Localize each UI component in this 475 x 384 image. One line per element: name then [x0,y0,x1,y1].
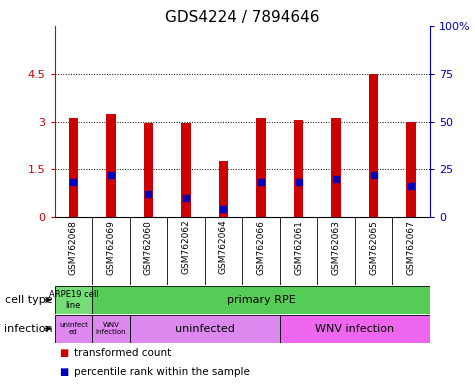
Point [107,172,115,178]
Bar [144,123,153,217]
Point [407,183,415,189]
Text: GSM762062: GSM762062 [181,220,190,275]
Point [370,172,377,178]
Text: GSM762064: GSM762064 [219,220,228,275]
Bar [280,315,430,343]
Text: GSM762063: GSM762063 [332,220,341,275]
Text: cell type: cell type [5,295,52,305]
Point [69,179,77,185]
Point [219,206,227,212]
Text: uninfected: uninfected [175,324,235,334]
Point [182,194,190,200]
Title: GDS4224 / 7894646: GDS4224 / 7894646 [165,10,320,25]
Text: primary RPE: primary RPE [227,295,295,305]
Bar [55,286,92,314]
Bar [181,123,190,217]
Bar [369,74,378,217]
Bar [106,114,115,217]
Text: GSM762069: GSM762069 [106,220,115,275]
Text: GSM762067: GSM762067 [407,220,416,275]
Point [144,191,152,197]
Bar [219,161,228,217]
Text: ■: ■ [59,348,68,358]
Bar [69,118,78,217]
Text: uninfect
ed: uninfect ed [59,323,88,335]
Text: GSM762061: GSM762061 [294,220,303,275]
Point [332,175,340,182]
Bar [407,121,416,217]
Bar [130,315,280,343]
Text: ■: ■ [59,367,68,377]
Text: infection: infection [4,324,52,334]
Point [257,179,265,185]
Text: WNV
infection: WNV infection [95,323,126,335]
Text: ARPE19 cell
line: ARPE19 cell line [48,290,98,310]
Text: GSM762066: GSM762066 [256,220,266,275]
Text: GSM762060: GSM762060 [144,220,153,275]
Text: percentile rank within the sample: percentile rank within the sample [74,367,249,377]
Bar [92,315,130,343]
Bar [294,120,303,217]
Bar [55,315,92,343]
Text: transformed count: transformed count [74,348,171,358]
Point [294,179,302,185]
Text: GSM762068: GSM762068 [69,220,78,275]
Bar [256,118,266,217]
Bar [332,118,341,217]
Text: GSM762065: GSM762065 [369,220,378,275]
Text: WNV infection: WNV infection [315,324,394,334]
